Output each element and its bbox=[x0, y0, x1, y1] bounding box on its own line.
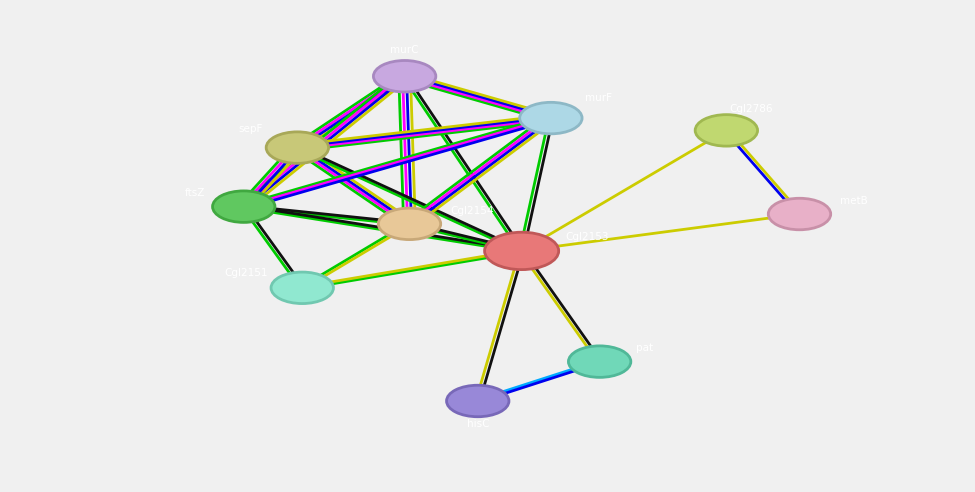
Circle shape bbox=[266, 132, 329, 163]
Text: murF: murF bbox=[585, 93, 612, 103]
Text: ftsZ: ftsZ bbox=[184, 188, 205, 198]
Text: murC: murC bbox=[390, 45, 419, 55]
Text: Cgl2786: Cgl2786 bbox=[729, 104, 773, 114]
Text: pat: pat bbox=[636, 343, 653, 353]
Text: Cgl2154: Cgl2154 bbox=[450, 206, 494, 215]
Circle shape bbox=[695, 115, 758, 146]
Text: hisC: hisC bbox=[466, 419, 489, 429]
Circle shape bbox=[378, 208, 441, 240]
Circle shape bbox=[485, 232, 559, 270]
Text: metB: metB bbox=[840, 196, 868, 206]
Text: sepF: sepF bbox=[239, 124, 263, 134]
Text: Cgl2153: Cgl2153 bbox=[566, 232, 609, 242]
Circle shape bbox=[447, 385, 509, 417]
Circle shape bbox=[373, 61, 436, 92]
Circle shape bbox=[213, 191, 275, 222]
Circle shape bbox=[271, 272, 333, 304]
Text: Cgl2151: Cgl2151 bbox=[224, 268, 268, 278]
Circle shape bbox=[568, 346, 631, 377]
Circle shape bbox=[768, 198, 831, 230]
Circle shape bbox=[520, 102, 582, 134]
